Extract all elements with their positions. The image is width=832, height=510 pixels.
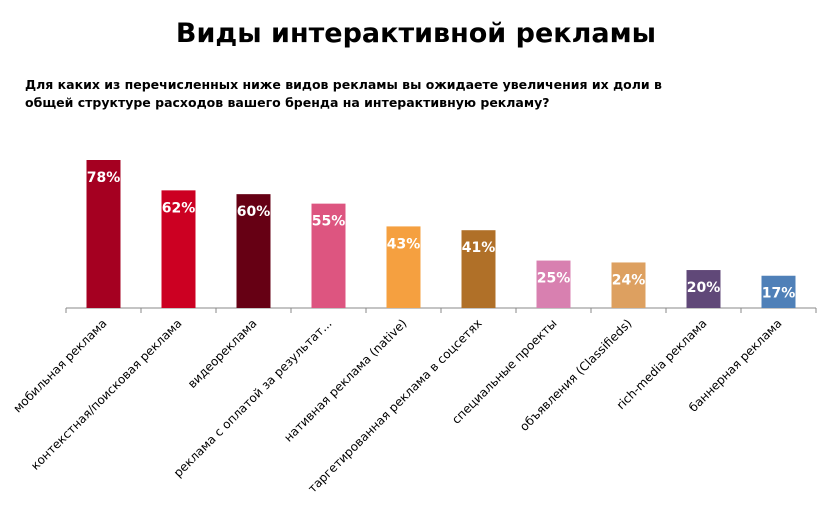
chart-subtitle: Для каких из перечисленных ниже видов ре… bbox=[25, 77, 662, 110]
bar bbox=[386, 226, 421, 308]
category-label: видеореклама bbox=[185, 316, 260, 391]
bar bbox=[311, 203, 346, 308]
bar bbox=[761, 275, 796, 308]
category-label: реклама с оплатой за результат... bbox=[171, 316, 335, 480]
category-label: таргетированная реклама в соцсетях bbox=[305, 316, 484, 495]
chart-title: Виды интерактивной рекламы bbox=[175, 18, 657, 49]
bar bbox=[161, 190, 196, 308]
data-label: 17% bbox=[762, 286, 796, 302]
data-label: 25% bbox=[537, 271, 571, 287]
bar bbox=[686, 270, 721, 308]
bar bbox=[536, 260, 571, 308]
bar bbox=[86, 160, 121, 308]
data-label: 62% bbox=[162, 200, 196, 216]
data-label: 20% bbox=[687, 280, 721, 296]
data-label: 24% bbox=[612, 272, 646, 288]
data-label: 43% bbox=[387, 236, 421, 252]
data-label: 55% bbox=[312, 214, 346, 230]
data-label: 60% bbox=[237, 204, 271, 220]
bar bbox=[611, 262, 646, 308]
category-label: контекстная/поисковая реклама bbox=[28, 316, 185, 473]
data-label: 78% bbox=[87, 170, 121, 186]
bar bbox=[461, 230, 496, 308]
category-label: нативная реклама (native) bbox=[281, 316, 409, 444]
bar bbox=[236, 194, 271, 308]
data-label: 41% bbox=[462, 240, 496, 256]
